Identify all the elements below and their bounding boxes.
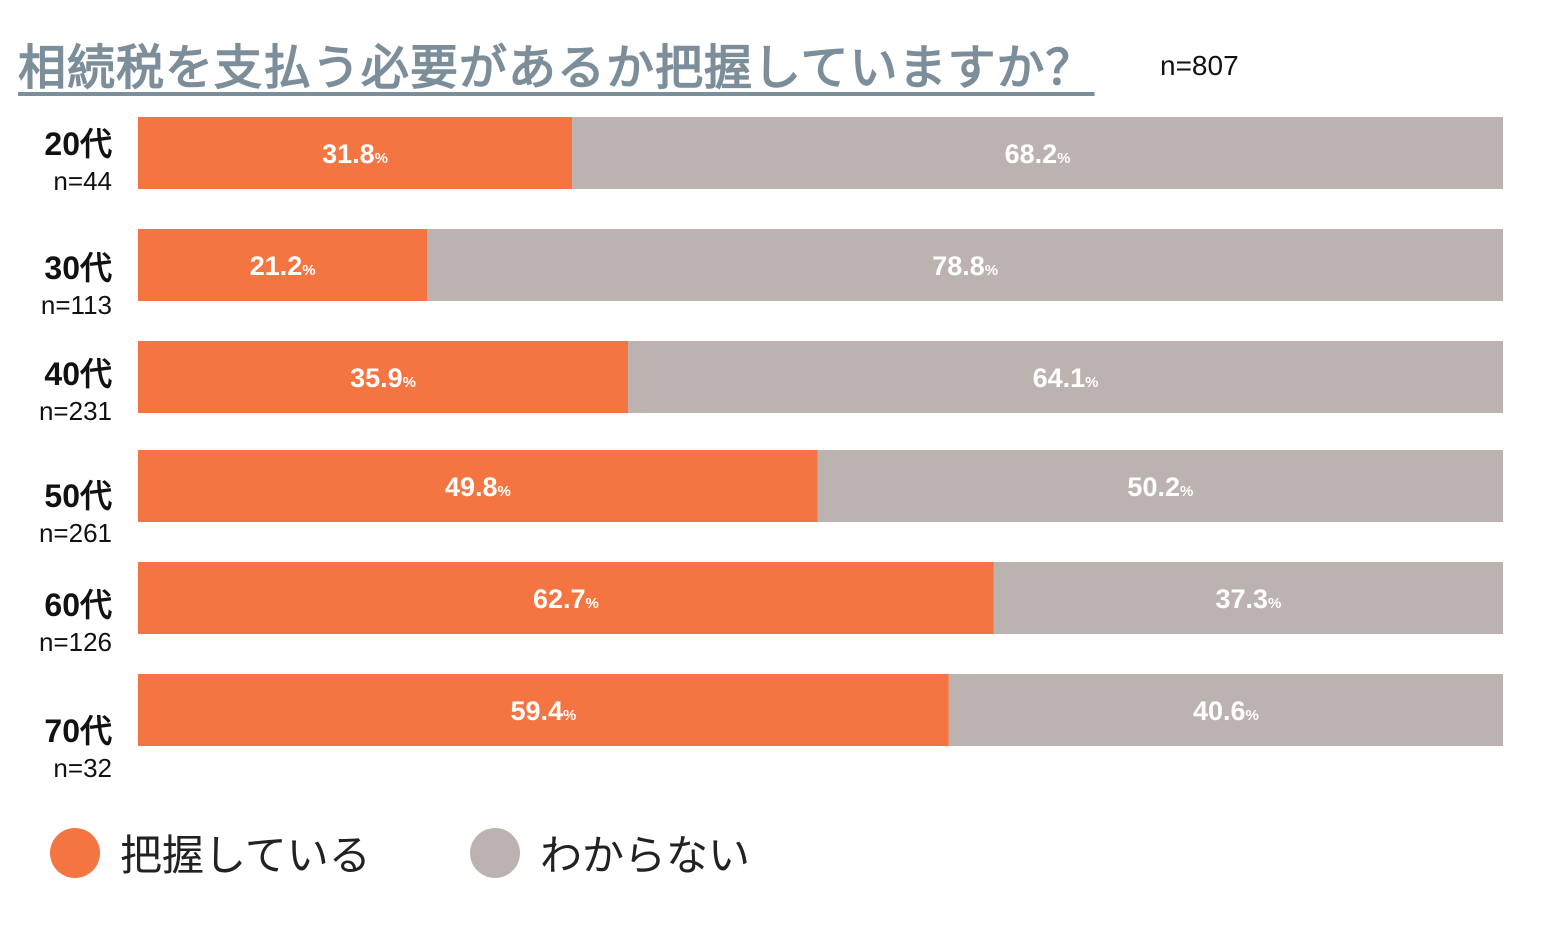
bar-unknown-40代 [628,341,1503,413]
value-label-unknown-70代: 40.6% [1193,696,1259,726]
bar-aware-60代 [138,562,994,634]
chart-title: 相続税を支払う必要があるか把握していますか？ [18,42,1095,95]
value-label-unknown-50代: 50.2% [1127,472,1193,502]
bar-unknown-70代 [948,674,1503,746]
legend-swatch-unknown [470,827,520,878]
total-sample-size: n=807 [1160,50,1239,81]
value-label-aware-30代: 21.2% [250,251,316,281]
bar-unknown-50代 [817,450,1503,522]
bar-aware-70代 [138,674,949,746]
value-label-unknown-40代: 64.1% [1033,363,1099,393]
category-sample-size-70代: n=32 [53,753,112,783]
legend-swatch-aware [50,827,100,878]
bar-unknown-30代 [427,229,1503,301]
value-label-aware-70代: 59.4% [510,696,576,726]
bar-aware-30代 [138,229,428,301]
category-label-70代: 70代 [44,713,112,749]
category-label-50代: 50代 [44,478,112,514]
category-label-20代: 20代 [44,126,112,162]
value-label-unknown-60代: 37.3% [1215,584,1281,614]
legend-label-unknown: わからない [540,832,751,879]
legend-label-aware: 把握している [120,832,371,879]
category-label-60代: 60代 [44,587,112,623]
value-label-aware-20代: 31.8% [322,139,388,169]
category-sample-size-60代: n=126 [39,627,112,657]
bar-aware-50代 [138,450,818,522]
bar-aware-20代 [138,117,573,189]
legend-item-unknown: わからない [470,822,750,883]
category-sample-size-40代: n=231 [39,396,112,426]
category-sample-size-20代: n=44 [53,166,112,196]
value-label-aware-40代: 35.9% [350,363,416,393]
category-sample-size-50代: n=261 [39,518,112,548]
bar-aware-40代 [138,341,629,413]
category-sample-size-30代: n=113 [41,290,112,320]
value-label-unknown-20代: 68.2% [1005,139,1071,169]
legend-item-aware: 把握している [50,822,371,883]
value-label-unknown-30代: 78.8% [932,251,998,281]
bar-unknown-20代 [572,117,1503,189]
category-label-40代: 40代 [44,356,112,392]
value-label-aware-50代: 49.8% [445,472,511,502]
value-label-aware-60代: 62.7% [533,584,599,614]
bar-unknown-60代 [993,562,1503,634]
category-label-30代: 30代 [44,250,112,286]
